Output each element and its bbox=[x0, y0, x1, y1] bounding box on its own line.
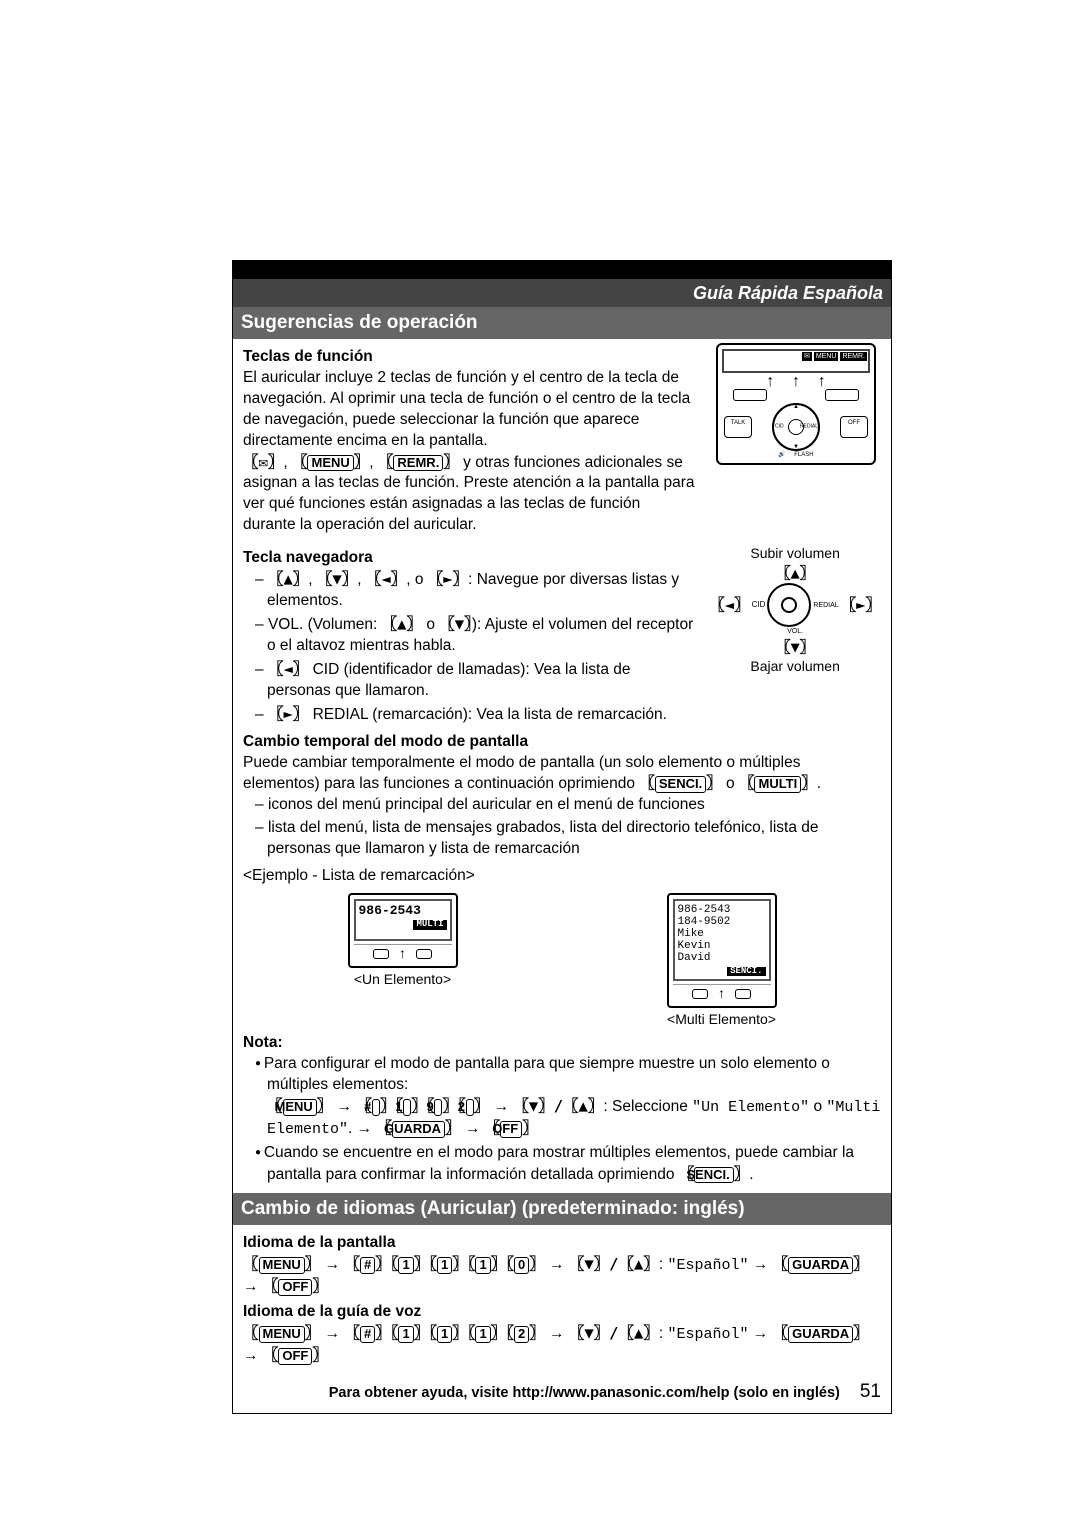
section-idiomas-title: Cambio de idiomas (Auricular) (predeterm… bbox=[233, 1193, 891, 1225]
cambio-list: iconos del menú principal del auricular … bbox=[243, 795, 881, 860]
teclas-funcion-keys-line: 〖✉〗, 〖MENU〗, 〖REMR.〗 y otras funciones a… bbox=[243, 452, 697, 537]
multi-line-1: 184-9502 bbox=[678, 916, 766, 928]
top-black-bar bbox=[233, 261, 891, 279]
tecla-navegadora-heading: Tecla navegadora bbox=[243, 548, 695, 569]
nav-item-3: 〖◄〗 CID (identificador de llamadas): Vea… bbox=[255, 659, 695, 702]
senci-softkey: SENCI. bbox=[727, 967, 765, 977]
nav-circle-diagram bbox=[767, 583, 811, 627]
vol-mini-label: VOL. bbox=[787, 627, 803, 636]
help-text: Para obtener ayuda, visite http://www.pa… bbox=[329, 1384, 840, 1404]
cambio-item-2: lista del menú, lista de mensajes grabad… bbox=[255, 818, 881, 860]
example-label: <Ejemplo - Lista de remarcación> bbox=[243, 866, 881, 887]
multi-elemento-caption: <Multi Elemento> bbox=[667, 1010, 776, 1029]
multi-line-0: 986-2543 bbox=[678, 904, 766, 916]
idioma-pantalla-seq: 〖MENU〗 → 〖#〗〖1〗〖1〗〖1〗〖0〗 → 〖▼〗/〖▲〗: "Esp… bbox=[243, 1254, 881, 1298]
section2-content: Idioma de la pantalla 〖MENU〗 → 〖#〗〖1〗〖1〗… bbox=[233, 1225, 891, 1373]
multi-line-3: Kevin bbox=[678, 940, 766, 952]
examples-row: 986-2543 MULTI ↑ <Un Elemento> 986-2543 … bbox=[243, 893, 881, 1029]
page-number: 51 bbox=[860, 1379, 881, 1405]
idioma-voz-heading: Idioma de la guía de voz bbox=[243, 1302, 881, 1323]
example-un-elemento: 986-2543 MULTI ↑ <Un Elemento> bbox=[348, 893, 458, 1029]
cid-mini-label: CID bbox=[752, 600, 766, 611]
guide-title: Guía Rápida Española bbox=[233, 279, 891, 307]
teclas-funcion-paragraph: El auricular incluye 2 teclas de función… bbox=[243, 368, 697, 452]
cambio-item-1: iconos del menú principal del auricular … bbox=[255, 795, 881, 816]
nav-item-2: VOL. (Volumen: 〖▲〗 o 〖▼〗): Ajuste el vol… bbox=[255, 614, 695, 657]
un-elemento-caption: <Un Elemento> bbox=[354, 970, 451, 989]
idioma-voz-seq: 〖MENU〗 → 〖#〗〖1〗〖1〗〖1〗〖2〗 → 〖▼〗/〖▲〗: "Esp… bbox=[243, 1323, 881, 1367]
menu-key: MENU bbox=[307, 455, 353, 472]
page-footer: Para obtener ayuda, visite http://www.pa… bbox=[233, 1373, 891, 1413]
section1-content: Teclas de función El auricular incluye 2… bbox=[233, 339, 891, 1193]
un-elemento-number: 986-2543 bbox=[359, 904, 447, 918]
example-multi-elemento: 986-2543 184-9502 Mike Kevin David SENCI… bbox=[667, 893, 777, 1029]
cambio-temporal-para: Puede cambiar temporalmente el modo de p… bbox=[243, 753, 881, 796]
nota-list: Para configurar el modo de pantalla para… bbox=[243, 1054, 881, 1185]
section-sugerencias-title: Sugerencias de operación bbox=[233, 307, 891, 339]
nota-heading: Nota: bbox=[243, 1033, 881, 1054]
multi-softkey: MULTI bbox=[413, 920, 446, 930]
nota-item-2: Cuando se encuentre en el modo para most… bbox=[255, 1143, 881, 1186]
multi-line-4: David bbox=[678, 952, 766, 964]
nav-item-1: 〖▲〗, 〖▼〗, 〖◄〗, o 〖►〗: Navegue por divers… bbox=[255, 569, 695, 612]
bajar-volumen-label: Bajar volumen bbox=[750, 657, 840, 676]
remr-key: REMR. bbox=[393, 455, 443, 472]
multi-line-2: Mike bbox=[678, 928, 766, 940]
handset-diagram-top: ✉MENUREMR. ↑ ↑ ↑ TALK ▲ ▼ CID REDIAL OFF bbox=[716, 343, 876, 465]
teclas-funcion-heading: Teclas de función bbox=[243, 347, 697, 368]
cambio-temporal-heading: Cambio temporal del modo de pantalla bbox=[243, 732, 881, 753]
nav-list: 〖▲〗, 〖▼〗, 〖◄〗, o 〖►〗: Navegue por divers… bbox=[243, 569, 695, 725]
redial-mini-label: REDIAL bbox=[813, 601, 838, 610]
nav-item-4: 〖►〗 REDIAL (remarcación): Vea la lista d… bbox=[255, 704, 695, 726]
manual-page: Guía Rápida Española Sugerencias de oper… bbox=[232, 260, 892, 1414]
subir-volumen-label: Subir volumen bbox=[750, 544, 840, 563]
idioma-pantalla-heading: Idioma de la pantalla bbox=[243, 1233, 881, 1254]
nota-item-1: Para configurar el modo de pantalla para… bbox=[255, 1054, 881, 1140]
